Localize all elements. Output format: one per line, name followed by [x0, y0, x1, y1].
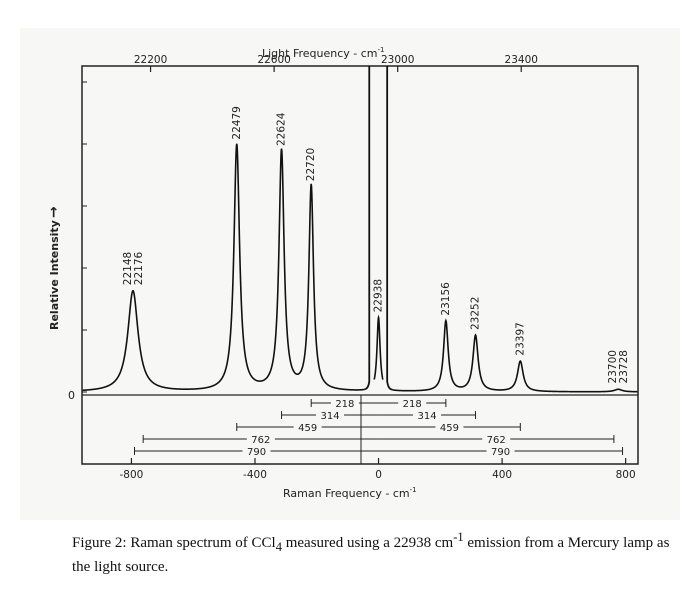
top-axis-label: Light Frequency - cm-1: [262, 46, 384, 60]
peak-label: 22148: [122, 252, 134, 285]
peak-label: 22720: [305, 148, 317, 181]
spectrum-line: [82, 143, 638, 393]
y-axis-ticks: [82, 81, 87, 393]
shift-marker-label: 762: [487, 435, 506, 446]
bottom-axis-tick-label: 400: [492, 469, 512, 481]
bottom-axis-tick-label: 800: [616, 469, 636, 481]
bottom-axis: -800 -400 0 400 800: [120, 458, 636, 481]
top-axis-tick-label: 22200: [134, 54, 167, 66]
peak-label: 23728: [618, 350, 630, 383]
bottom-axis-tick-label: -800: [120, 469, 144, 481]
figure-caption: Figure 2: Raman spectrum of CCl4 measure…: [72, 530, 670, 575]
top-axis-tick-label: 23400: [505, 54, 538, 66]
shift-marker-label: 459: [298, 423, 317, 434]
shift-marker-label: 790: [247, 447, 266, 458]
bottom-axis-label: Raman Frequency - cm-1: [283, 486, 417, 500]
peak-label: 23397: [514, 322, 526, 355]
peak-label: 22176: [133, 251, 145, 285]
shift-marker-label: 790: [491, 447, 510, 458]
peak-label: 22479: [231, 106, 243, 139]
shift-marker-label: 218: [335, 399, 354, 410]
rayleigh-line: [364, 66, 393, 391]
figure-background: [20, 28, 680, 520]
y-axis-arrow: →: [46, 206, 62, 218]
top-axis-tick-label: 23000: [381, 54, 414, 66]
shift-marker-label: 218: [403, 399, 422, 410]
bottom-axis-tick-label: -400: [243, 469, 267, 481]
peak-label: 23252: [470, 297, 482, 330]
bottom-axis-tick-label: 0: [375, 469, 382, 481]
raman-spectrum-figure: 22200 22600 23000 23400 Light Frequency - c…: [20, 28, 680, 520]
shift-marker-label: 314: [320, 411, 339, 422]
y-zero-label: 0: [68, 389, 75, 402]
shift-marker-label: 314: [417, 411, 436, 422]
top-axis-tick-label: 22600: [257, 54, 290, 66]
shift-marker-label: 459: [440, 423, 459, 434]
peak-labels: 22148 22176 22479 22624 22720 22938 23156 23252…: [122, 106, 630, 383]
peak-label: 22938: [373, 279, 385, 312]
rayleigh-right-edge: [386, 66, 393, 391]
plot-frame: [81, 65, 639, 465]
top-axis: 22200 22600 23000 23400: [134, 54, 538, 72]
rayleigh-left-edge: [364, 66, 371, 391]
y-axis-label: Relative Intensity: [48, 220, 61, 330]
peak-label: 22624: [276, 112, 288, 146]
peak-label: 23700: [607, 350, 619, 383]
shift-marker-label: 762: [251, 435, 270, 446]
peak-label: 23156: [440, 282, 452, 316]
